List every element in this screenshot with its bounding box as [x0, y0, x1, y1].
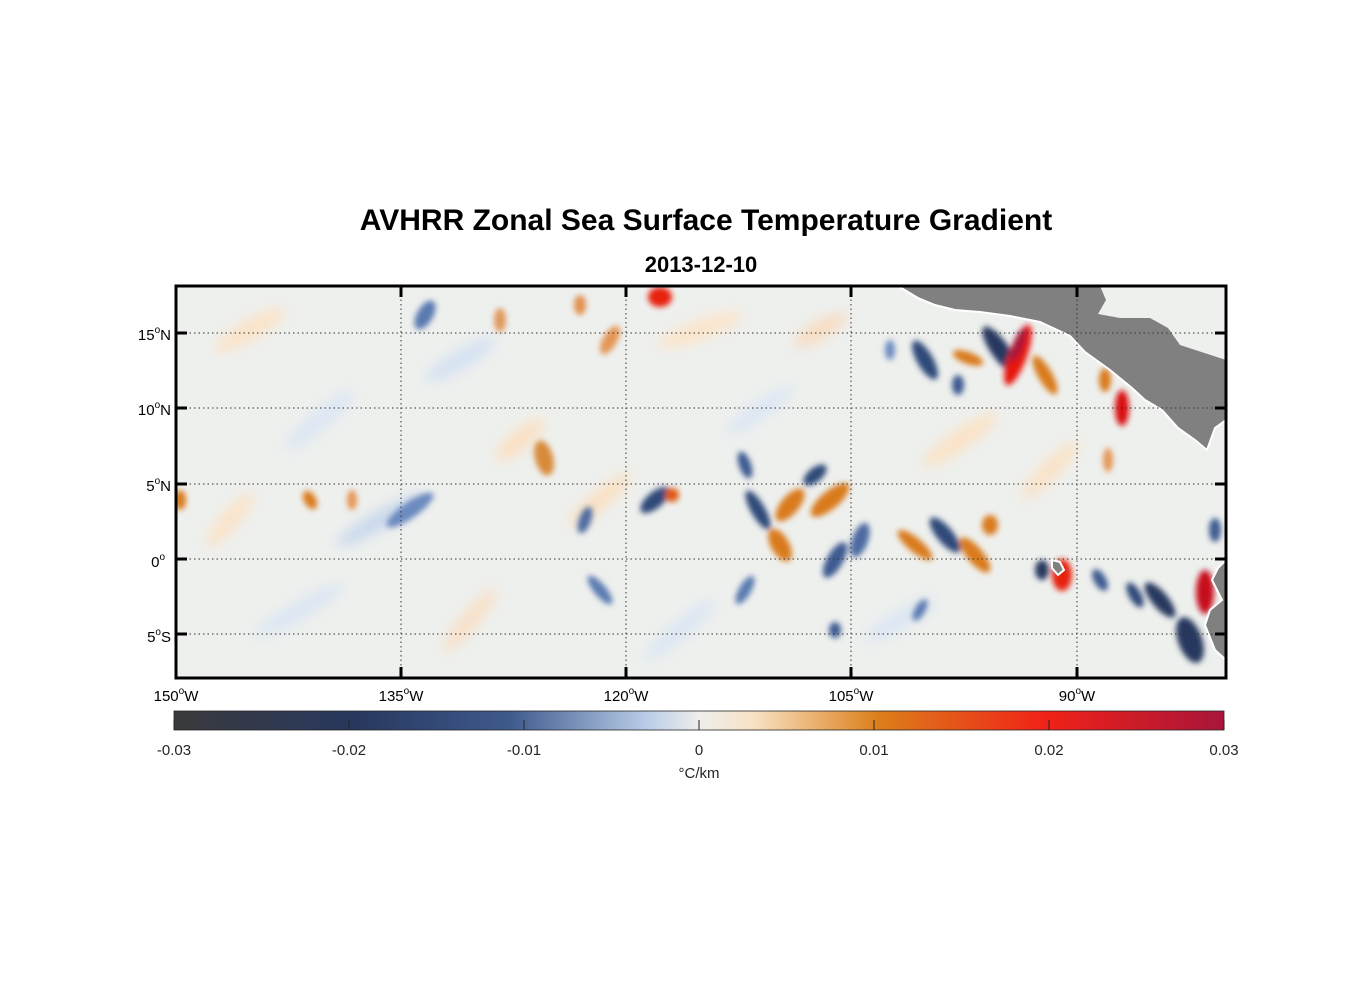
longitude-labels: 150oW 135oW 120oW 105oW 90oW [154, 686, 1096, 705]
map-frame [174, 284, 1228, 680]
colorbar-tick-label: 0.02 [1034, 742, 1063, 759]
strong-anomalies [648, 287, 1214, 663]
lon-label-135w: 135oW [379, 686, 425, 705]
lat-label-5n: 5oN [146, 476, 171, 495]
colorbar-tick-label: -0.02 [332, 742, 366, 759]
land [896, 286, 1226, 662]
latitude-labels: 15oN 10oN 5oN 0o 5oS [138, 325, 171, 646]
colorbar-tick-label: -0.01 [507, 742, 541, 759]
lat-label-10n: 10oN [138, 400, 171, 419]
colorbar-ticks [173, 720, 1225, 730]
galapagos-island [1051, 558, 1066, 577]
lon-label-90w: 90oW [1059, 686, 1096, 705]
lon-label-150w: 150oW [154, 686, 200, 705]
lon-label-105w: 105oW [829, 686, 875, 705]
lat-label-0: 0o [151, 552, 165, 571]
colorbar-tick-label: 0.03 [1209, 742, 1238, 759]
figure-title: AVHRR Zonal Sea Surface Temperature Grad… [359, 204, 1053, 237]
colorbar-tick-labels: -0.03 -0.02 -0.01 0 0.01 0.02 0.03 °C/km [157, 742, 1239, 782]
frame-ticks [176, 286, 1226, 678]
lat-label-15n: 15oN [138, 325, 171, 344]
colorbar-tick-label: 0 [695, 742, 703, 759]
lat-label-5s: 5oS [147, 627, 171, 646]
central-america-land [896, 286, 1226, 452]
mexico-bay-water [1098, 286, 1226, 360]
colorbar-unit-label: °C/km [679, 765, 720, 782]
colorbar-tick-label: -0.03 [157, 742, 191, 759]
lon-label-120w: 120oW [604, 686, 650, 705]
gradient-field [176, 286, 1226, 678]
moderate-anomalies [176, 295, 1221, 638]
figure-subtitle: 2013-12-10 [644, 252, 758, 277]
colorbar-tick-label: 0.01 [859, 742, 888, 759]
